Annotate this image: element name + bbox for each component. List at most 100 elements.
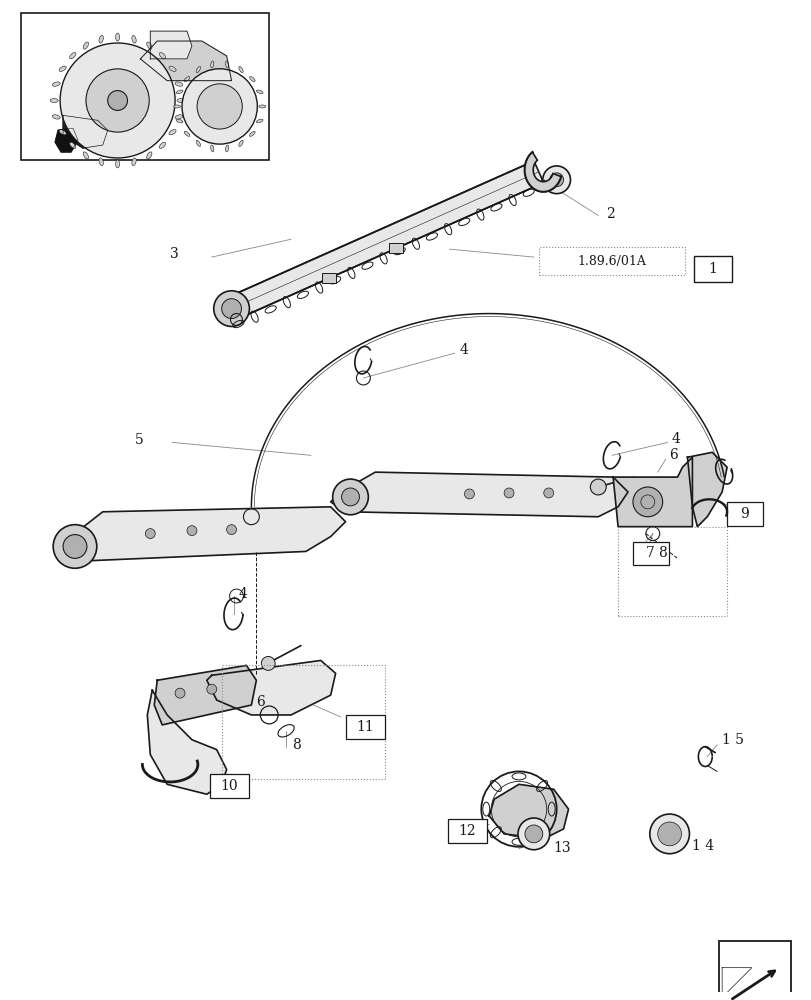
- Text: 4: 4: [459, 343, 468, 357]
- Polygon shape: [58, 507, 345, 561]
- Polygon shape: [150, 31, 191, 59]
- Polygon shape: [687, 452, 726, 527]
- Bar: [388, 243, 402, 253]
- Polygon shape: [721, 968, 751, 997]
- Bar: [539, 247, 684, 275]
- Ellipse shape: [259, 105, 265, 108]
- Ellipse shape: [256, 90, 263, 94]
- Bar: [726, 502, 762, 526]
- Polygon shape: [207, 660, 335, 715]
- Polygon shape: [154, 665, 256, 725]
- Text: 6: 6: [669, 448, 677, 462]
- Circle shape: [182, 69, 257, 144]
- Text: 5: 5: [135, 433, 143, 447]
- Text: 11: 11: [356, 720, 374, 734]
- Bar: [719, 941, 790, 1000]
- Polygon shape: [226, 161, 543, 319]
- Text: 1 4: 1 4: [692, 839, 714, 853]
- Bar: [321, 273, 335, 283]
- Ellipse shape: [159, 53, 165, 59]
- Circle shape: [207, 684, 217, 694]
- Bar: [21, 13, 269, 160]
- Circle shape: [632, 487, 662, 517]
- Polygon shape: [330, 472, 627, 517]
- Circle shape: [187, 526, 196, 536]
- Circle shape: [590, 479, 606, 495]
- Circle shape: [524, 825, 542, 843]
- Circle shape: [108, 91, 127, 110]
- Circle shape: [649, 814, 689, 854]
- Ellipse shape: [176, 90, 182, 94]
- Bar: [617, 527, 726, 616]
- Circle shape: [504, 488, 513, 498]
- Polygon shape: [612, 457, 692, 527]
- Ellipse shape: [196, 66, 200, 73]
- Ellipse shape: [176, 119, 182, 123]
- Ellipse shape: [70, 142, 75, 148]
- Ellipse shape: [184, 131, 190, 136]
- Circle shape: [341, 488, 359, 506]
- Text: 6: 6: [256, 695, 264, 709]
- Ellipse shape: [84, 152, 88, 159]
- Text: 7: 7: [646, 546, 654, 560]
- Ellipse shape: [256, 119, 263, 123]
- Ellipse shape: [50, 99, 58, 102]
- Circle shape: [86, 69, 149, 132]
- Polygon shape: [140, 41, 231, 81]
- Ellipse shape: [99, 35, 103, 43]
- Ellipse shape: [249, 77, 255, 82]
- Ellipse shape: [225, 145, 229, 152]
- Ellipse shape: [59, 66, 67, 71]
- Ellipse shape: [177, 99, 185, 102]
- Bar: [345, 715, 384, 739]
- Ellipse shape: [159, 142, 165, 148]
- Circle shape: [549, 173, 563, 187]
- Ellipse shape: [53, 115, 60, 119]
- Polygon shape: [489, 784, 568, 839]
- Circle shape: [333, 479, 368, 515]
- Circle shape: [542, 166, 570, 194]
- Text: 1.89.6/01A: 1.89.6/01A: [577, 255, 646, 268]
- Ellipse shape: [169, 66, 176, 71]
- Circle shape: [145, 529, 155, 539]
- Polygon shape: [63, 115, 108, 148]
- Text: 4: 4: [238, 587, 247, 601]
- Ellipse shape: [53, 82, 60, 86]
- Ellipse shape: [70, 53, 75, 59]
- Circle shape: [213, 291, 249, 326]
- Bar: [693, 256, 732, 282]
- Ellipse shape: [147, 152, 152, 159]
- Ellipse shape: [238, 66, 242, 73]
- Circle shape: [53, 525, 97, 568]
- Text: 8: 8: [657, 546, 666, 560]
- Circle shape: [464, 489, 474, 499]
- Ellipse shape: [175, 115, 182, 119]
- Ellipse shape: [115, 160, 119, 168]
- Polygon shape: [147, 690, 226, 794]
- Polygon shape: [55, 128, 78, 152]
- Ellipse shape: [210, 145, 213, 152]
- Ellipse shape: [131, 35, 136, 43]
- Circle shape: [197, 84, 242, 129]
- Circle shape: [517, 818, 549, 850]
- Ellipse shape: [99, 158, 103, 166]
- Text: 12: 12: [458, 824, 476, 838]
- Text: 1 5: 1 5: [721, 733, 743, 747]
- Ellipse shape: [175, 82, 182, 86]
- Ellipse shape: [238, 140, 242, 146]
- Ellipse shape: [115, 33, 119, 41]
- Bar: [447, 819, 487, 843]
- Text: 2: 2: [606, 207, 614, 221]
- Circle shape: [657, 822, 680, 846]
- Circle shape: [543, 488, 553, 498]
- Ellipse shape: [169, 130, 176, 135]
- Ellipse shape: [196, 140, 200, 146]
- Ellipse shape: [184, 77, 190, 82]
- Ellipse shape: [131, 158, 136, 166]
- Bar: [209, 774, 249, 798]
- Text: 13: 13: [553, 841, 571, 855]
- Circle shape: [63, 535, 87, 558]
- Ellipse shape: [249, 131, 255, 136]
- Polygon shape: [524, 152, 560, 192]
- Ellipse shape: [210, 61, 213, 68]
